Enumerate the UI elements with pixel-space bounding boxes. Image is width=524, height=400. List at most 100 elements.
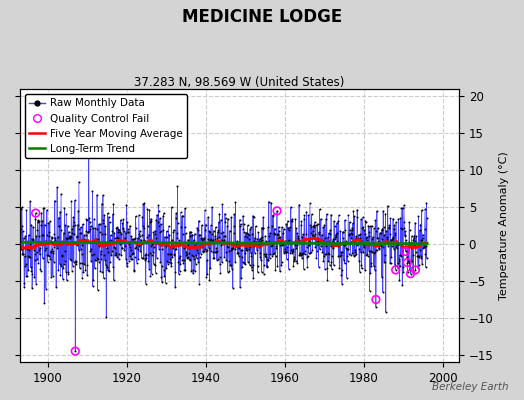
Point bbox=[55, 222, 63, 229]
Point bbox=[263, 256, 271, 262]
Point bbox=[352, 234, 360, 241]
Point bbox=[174, 259, 183, 265]
Point bbox=[271, 231, 279, 238]
Point bbox=[332, 232, 340, 238]
Point bbox=[266, 230, 274, 236]
Point bbox=[92, 257, 100, 264]
Point bbox=[36, 244, 44, 251]
Point bbox=[320, 253, 329, 259]
Point bbox=[323, 211, 331, 217]
Point bbox=[26, 254, 34, 260]
Point bbox=[193, 247, 201, 254]
Point bbox=[143, 238, 151, 244]
Point bbox=[173, 183, 182, 190]
Point bbox=[145, 232, 153, 238]
Point bbox=[243, 247, 252, 253]
Point bbox=[64, 268, 72, 275]
Point bbox=[341, 260, 349, 266]
Point bbox=[394, 216, 402, 222]
Point bbox=[201, 246, 210, 252]
Point bbox=[111, 235, 119, 242]
Point bbox=[346, 226, 354, 233]
Point bbox=[34, 219, 42, 226]
Point bbox=[216, 261, 224, 268]
Point bbox=[81, 266, 90, 273]
Point bbox=[213, 248, 221, 254]
Point bbox=[325, 262, 334, 268]
Point bbox=[290, 254, 299, 260]
Point bbox=[77, 224, 85, 230]
Point bbox=[289, 246, 297, 252]
Point bbox=[296, 251, 304, 258]
Point bbox=[286, 218, 294, 225]
Point bbox=[62, 277, 71, 283]
Point bbox=[301, 236, 310, 243]
Point bbox=[89, 283, 97, 289]
Point bbox=[136, 228, 144, 234]
Point bbox=[26, 240, 35, 247]
Point bbox=[388, 236, 396, 243]
Point bbox=[66, 232, 74, 239]
Point bbox=[128, 256, 136, 262]
Point bbox=[74, 207, 82, 214]
Point bbox=[314, 240, 322, 247]
Point bbox=[328, 252, 336, 259]
Point bbox=[55, 223, 63, 230]
Point bbox=[387, 237, 395, 243]
Point bbox=[234, 250, 242, 256]
Point bbox=[86, 226, 94, 232]
Point bbox=[321, 235, 330, 242]
Point bbox=[134, 234, 142, 241]
Point bbox=[90, 239, 99, 245]
Point bbox=[370, 267, 379, 273]
Point bbox=[183, 240, 191, 246]
Point bbox=[151, 269, 160, 276]
Point bbox=[265, 233, 274, 240]
Point bbox=[278, 242, 287, 248]
Point bbox=[242, 245, 250, 251]
Point bbox=[370, 248, 379, 255]
Point bbox=[372, 296, 380, 303]
Point bbox=[316, 216, 325, 222]
Point bbox=[328, 242, 336, 248]
Point bbox=[342, 238, 351, 244]
Point bbox=[310, 219, 319, 225]
Point bbox=[224, 216, 232, 222]
Point bbox=[148, 252, 156, 258]
Point bbox=[101, 262, 110, 268]
Point bbox=[130, 268, 138, 274]
Point bbox=[280, 249, 289, 255]
Point bbox=[74, 240, 82, 246]
Point bbox=[132, 224, 140, 231]
Point bbox=[161, 234, 169, 240]
Point bbox=[247, 264, 256, 270]
Point bbox=[241, 261, 249, 267]
Point bbox=[399, 225, 408, 231]
Point bbox=[64, 228, 73, 235]
Point bbox=[322, 250, 331, 257]
Point bbox=[38, 255, 47, 261]
Point bbox=[68, 268, 76, 274]
Point bbox=[133, 241, 141, 247]
Point bbox=[85, 214, 94, 221]
Point bbox=[200, 248, 209, 254]
Point bbox=[420, 244, 428, 250]
Point bbox=[99, 192, 107, 198]
Point bbox=[112, 225, 121, 231]
Point bbox=[408, 257, 416, 264]
Point bbox=[399, 268, 408, 275]
Point bbox=[37, 268, 45, 274]
Point bbox=[380, 232, 389, 238]
Point bbox=[115, 226, 124, 233]
Point bbox=[17, 246, 26, 252]
Point bbox=[244, 222, 252, 228]
Point bbox=[92, 236, 100, 242]
Point bbox=[181, 230, 190, 237]
Point bbox=[226, 240, 234, 246]
Text: MEDICINE LODGE: MEDICINE LODGE bbox=[182, 8, 342, 26]
Point bbox=[416, 221, 424, 228]
Point bbox=[65, 235, 73, 241]
Point bbox=[205, 237, 214, 244]
Point bbox=[94, 221, 103, 228]
Point bbox=[366, 270, 375, 276]
